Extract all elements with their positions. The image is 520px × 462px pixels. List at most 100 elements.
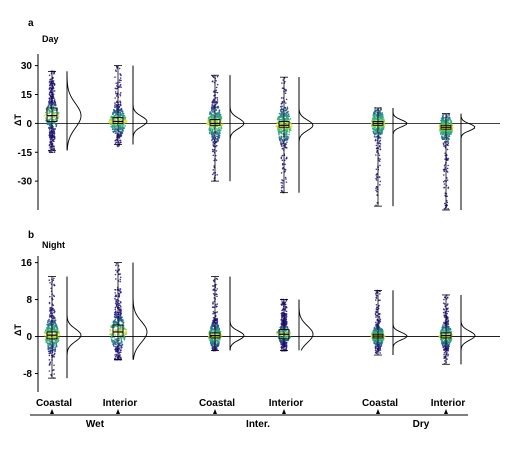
data-point (286, 117, 288, 119)
data-point (287, 110, 289, 113)
data-point (282, 79, 284, 81)
density-curve (229, 276, 245, 351)
data-point (49, 361, 52, 364)
data-point (113, 325, 115, 328)
data-point (439, 126, 441, 129)
data-point (47, 319, 49, 322)
data-point (374, 347, 377, 350)
data-point (47, 104, 50, 106)
data-point (212, 285, 215, 287)
data-point (114, 97, 116, 99)
data-point (372, 330, 375, 332)
data-point (56, 341, 59, 343)
data-point (215, 79, 217, 82)
data-point (443, 129, 445, 132)
data-point (374, 346, 377, 348)
data-point (48, 339, 51, 342)
data-point (115, 263, 118, 265)
data-point (218, 128, 221, 131)
data-point (54, 102, 57, 104)
data-point (120, 113, 122, 116)
data-point (446, 179, 449, 181)
data-point (216, 174, 219, 176)
data-point (49, 281, 51, 284)
data-point (114, 123, 116, 126)
data-point (447, 141, 449, 143)
data-point (49, 141, 52, 144)
data-point (441, 340, 444, 343)
data-point (277, 129, 280, 132)
data-point (48, 322, 51, 325)
data-point (282, 142, 284, 144)
data-point (50, 81, 52, 84)
data-point (447, 164, 449, 167)
data-point (46, 342, 49, 344)
data-point (47, 329, 50, 332)
data-point (212, 172, 215, 174)
data-point (119, 317, 122, 319)
data-point (54, 122, 56, 124)
data-point (213, 159, 215, 162)
data-point (284, 133, 287, 136)
data-point (123, 338, 126, 341)
data-point (444, 194, 446, 197)
data-point (118, 319, 121, 322)
data-point (211, 131, 214, 134)
data-point (285, 89, 288, 91)
data-point (49, 312, 52, 315)
data-point (110, 118, 113, 121)
data-point (381, 131, 383, 134)
density-curve (392, 107, 408, 207)
data-point (120, 337, 123, 340)
data-point (118, 348, 121, 350)
data-point (379, 349, 382, 351)
data-point (119, 112, 122, 115)
data-point (282, 108, 284, 111)
data-point (379, 320, 381, 323)
data-point (286, 141, 288, 144)
data-point (447, 139, 449, 142)
data-point (217, 105, 219, 108)
data-point (48, 279, 51, 281)
data-point (50, 123, 52, 126)
data-point (284, 129, 287, 131)
data-point (381, 115, 384, 118)
data-point (207, 123, 210, 125)
data-point (215, 137, 217, 140)
data-point (374, 139, 377, 142)
data-point (281, 190, 284, 193)
data-point (217, 112, 220, 115)
data-point (114, 102, 116, 104)
data-point (53, 100, 56, 102)
data-point (375, 306, 378, 309)
data-point (376, 150, 378, 152)
iqr-box (112, 117, 124, 124)
data-point (49, 127, 52, 130)
data-point (446, 143, 448, 146)
data-point (53, 130, 55, 133)
data-point (278, 119, 281, 121)
data-point (215, 109, 218, 111)
data-point (123, 126, 125, 129)
data-point (50, 148, 52, 150)
data-point (372, 339, 375, 342)
data-point (278, 112, 281, 115)
data-point (215, 289, 217, 292)
data-point (442, 311, 445, 314)
data-point (120, 86, 122, 88)
data-point (216, 293, 218, 296)
data-point (115, 138, 118, 141)
data-point (280, 118, 283, 121)
data-point (276, 331, 279, 333)
data-point (116, 85, 118, 87)
data-point (49, 118, 52, 120)
data-point (53, 116, 56, 118)
data-point (115, 95, 118, 97)
data-point (289, 118, 292, 120)
data-point (48, 301, 51, 304)
data-point (375, 308, 378, 310)
data-point (379, 148, 382, 151)
data-point (448, 135, 451, 138)
data-point (210, 341, 213, 344)
data-point (211, 111, 213, 113)
